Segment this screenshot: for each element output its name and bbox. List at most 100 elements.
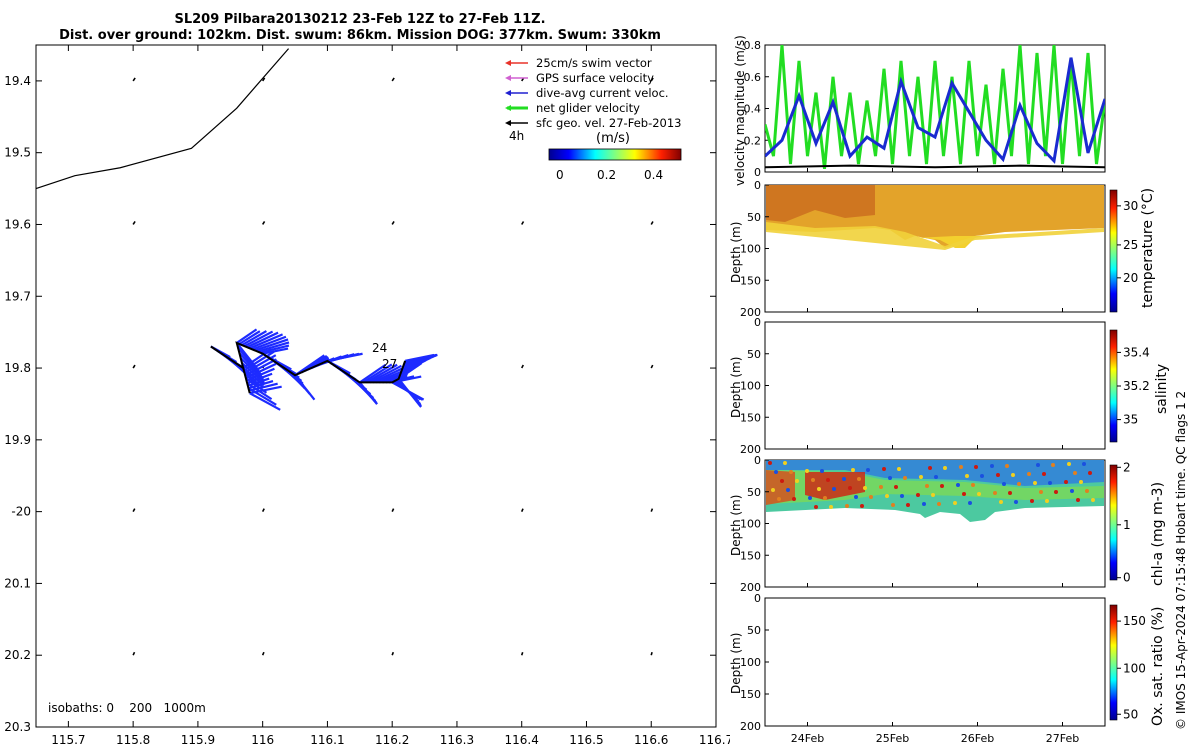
velocity-ytick-label: 0.6	[744, 71, 762, 84]
chla-sample-dot	[783, 461, 787, 465]
map-xtick-label: 116	[251, 733, 274, 747]
current-vector	[365, 363, 398, 384]
map-frame	[35, 44, 717, 728]
map-xtick-label: 116.6	[634, 733, 668, 747]
chla-sample-dot	[934, 475, 938, 479]
map-ytick-label: 19.9	[4, 433, 31, 447]
current-vector	[241, 362, 266, 385]
chla-sample-dot	[792, 497, 796, 501]
chla-sample-dot	[1033, 481, 1037, 485]
chla-sample-dot	[968, 501, 972, 505]
chla-sample-dot	[931, 493, 935, 497]
chla-sample-dot	[993, 491, 997, 495]
depth-tick-label: 0	[754, 179, 761, 192]
current-vector	[251, 335, 287, 351]
chla-sample-dot	[959, 465, 963, 469]
velocity-series-line	[765, 45, 1105, 169]
temperature-label: temperature (°C)	[1140, 187, 1156, 308]
depth-label-temperature: Depth (m)	[729, 221, 743, 283]
chla-sample-dot	[1014, 500, 1018, 504]
chla-sample-dot	[1091, 498, 1095, 502]
chla-sample-dot	[777, 497, 781, 501]
footer-credit: © IMOS 15-Apr-2024 07:15:48 Hobart time.…	[1174, 390, 1188, 730]
oxygen-panel: 0 50 100 150 200 150 100 50	[740, 592, 1146, 733]
figure-title-line1: SL209 Pilbara20130212 23-Feb 12Z to 27-F…	[174, 12, 546, 27]
depth-label-chla: Depth (m)	[729, 494, 743, 556]
colorbar-tick-label: 30	[1123, 199, 1138, 213]
colorbar-tick-label: 50	[1123, 707, 1138, 721]
current-vector	[259, 344, 290, 354]
colorbar-tick-label: 20	[1123, 271, 1138, 285]
surface-current-arrow	[520, 508, 524, 512]
chla-sample-dot	[823, 496, 827, 500]
surface-current-arrow	[261, 651, 265, 656]
chla-sample-dot	[1054, 490, 1058, 494]
chla-sample-dot	[971, 483, 975, 487]
surface-current-arrow	[650, 364, 654, 369]
chla-sample-dot	[1036, 463, 1040, 467]
chla-sample-dot	[866, 468, 870, 472]
chla-sample-dot	[974, 465, 978, 469]
colorbar-tick-label: 0	[1123, 571, 1131, 585]
chla-sample-dot	[1008, 491, 1012, 495]
map-colorbar	[548, 148, 682, 161]
current-vector	[362, 363, 393, 384]
map-ytick-label: 19.5	[4, 146, 31, 160]
chla-sample-dot	[894, 485, 898, 489]
chla-sample-dot	[888, 476, 892, 480]
current-vector	[327, 352, 363, 362]
surface-current-arrow	[520, 651, 524, 656]
chla-sample-dot	[848, 486, 852, 490]
chla-sample-dot	[805, 469, 809, 473]
chla-sample-dot	[990, 464, 994, 468]
current-vector	[397, 378, 422, 408]
depth-tick-label: 100	[740, 243, 761, 256]
chla-sample-dot	[789, 470, 793, 474]
chla-sample-dot	[786, 488, 790, 492]
chla-sample-dot	[1085, 489, 1089, 493]
depth-tick-label: 200	[740, 581, 761, 594]
chla-sample-dot	[928, 466, 932, 470]
current-vector	[243, 372, 264, 388]
current-vector	[294, 374, 316, 401]
colorbar-tick-label: 150	[1123, 614, 1146, 628]
colorbar-tick-1: 0.2	[597, 168, 616, 182]
current-vector	[262, 347, 289, 355]
track-label-27: 27	[382, 357, 397, 371]
chla-sample-dot	[1048, 481, 1052, 485]
depth-tick-label: 100	[740, 656, 761, 669]
current-vector	[249, 392, 281, 411]
chla-sample-dot	[795, 479, 799, 483]
chla-sample-dot	[817, 487, 821, 491]
colorbar-title: (m/s)	[596, 131, 630, 146]
map-xtick-label: 115.8	[116, 733, 150, 747]
chla-sample-dot	[1073, 471, 1077, 475]
day-tick-label: 24Feb	[791, 732, 824, 745]
chla-sample-dot	[1039, 490, 1043, 494]
depth-tick-label: 200	[740, 306, 761, 319]
chla-sample-dot	[863, 486, 867, 490]
depth-tick-label: 0	[754, 592, 761, 605]
depth-tick-label: 150	[740, 688, 761, 701]
surface-current-arrow	[391, 508, 395, 512]
map-xtick-label: 116.3	[440, 733, 474, 747]
velocity-ytick-label: 0	[754, 166, 761, 179]
chla-sample-dot	[869, 495, 873, 499]
surface-current-arrow	[132, 221, 136, 225]
velocity-ylabel: velocity magnitude (m/s)	[733, 35, 747, 186]
chla-sample-dot	[826, 478, 830, 482]
legend-label: net glider velocity	[536, 101, 640, 115]
chla-sample-dot	[811, 478, 815, 482]
chla-sample-dot	[962, 492, 966, 496]
colorbar-tick-label: 1	[1123, 518, 1131, 532]
current-vector	[247, 387, 277, 406]
chla-sample-dot	[906, 503, 910, 507]
current-vector	[358, 381, 378, 405]
chla-sample-dot	[854, 495, 858, 499]
legend-arrow-head	[505, 105, 511, 111]
velocity-series-line	[765, 164, 1105, 169]
legend-arrow-head	[505, 120, 511, 126]
chla-sample-dot	[1002, 482, 1006, 486]
depth-tick-label: 100	[740, 518, 761, 531]
